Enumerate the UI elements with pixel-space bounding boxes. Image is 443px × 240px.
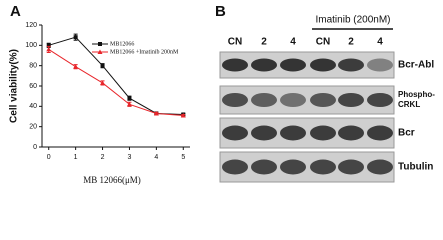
panel-label: A [10, 3, 21, 20]
marker [153, 110, 159, 116]
band [280, 125, 306, 141]
band [251, 159, 277, 175]
blot-label: Bcr-Abl [398, 60, 434, 71]
blot-background [219, 51, 395, 79]
lane-label: CN [228, 37, 242, 48]
x-tick-label: 4 [154, 154, 158, 161]
y-tick-label: 120 [25, 22, 37, 29]
legend-label: MB12066 +Imatinib 200nM [110, 49, 179, 55]
figure: A B Cell viability(%) MB 12066(μM) Imati… [9, 3, 436, 185]
band [310, 58, 336, 72]
x-tick-label: 2 [101, 154, 105, 161]
band [222, 159, 248, 175]
series-line [48, 48, 184, 116]
y-tick-label: 20 [29, 124, 37, 131]
marker [100, 80, 106, 85]
marker [46, 43, 51, 48]
marker [98, 42, 102, 46]
band [251, 93, 277, 107]
band [222, 125, 248, 141]
band [310, 93, 336, 107]
marker [126, 101, 132, 107]
x-tick-label: 0 [47, 154, 51, 161]
marker [180, 112, 186, 118]
blot-label: Tubulin [398, 162, 433, 173]
lane-label: CN [316, 37, 330, 48]
marker [73, 35, 78, 40]
band [310, 159, 336, 175]
band [222, 58, 248, 72]
blot-background [219, 85, 395, 115]
legend-label: MB12066 [110, 41, 134, 47]
lane-label: 2 [348, 37, 354, 48]
blot-label: Bcr [398, 128, 415, 139]
band [251, 58, 277, 72]
band [367, 93, 393, 107]
y-tick-label: 80 [29, 63, 37, 70]
band [367, 125, 393, 141]
x-axis-label: MB 12066(μM) [83, 175, 141, 185]
lane-label: 4 [377, 37, 383, 48]
y-axis-label: Cell viability(%) [9, 49, 20, 123]
y-tick-label: 100 [25, 42, 37, 49]
band [338, 125, 364, 141]
lane-label: 2 [261, 37, 267, 48]
marker [100, 63, 105, 68]
y-tick-label: 40 [29, 103, 37, 110]
marker [46, 46, 52, 52]
band [222, 93, 248, 107]
band [251, 125, 277, 141]
blot-label: Phospho- [398, 90, 435, 99]
marker [127, 96, 132, 101]
x-tick-label: 5 [181, 154, 185, 161]
x-tick-label: 3 [128, 154, 132, 161]
band [338, 159, 364, 175]
band [280, 159, 306, 175]
marker [97, 49, 103, 54]
band [280, 93, 306, 107]
band [338, 93, 364, 107]
y-tick-label: 0 [33, 144, 37, 151]
blot-background [219, 117, 395, 149]
blot-label: CRKL [398, 100, 420, 109]
band [338, 58, 364, 72]
panel-label: B [215, 3, 226, 20]
marker [73, 64, 79, 69]
blot-background [219, 151, 395, 183]
y-tick-label: 60 [29, 83, 37, 90]
band [367, 58, 393, 72]
band [310, 125, 336, 141]
treatment-label: Imatinib (200nM) [315, 15, 390, 26]
band [280, 58, 306, 72]
band [367, 159, 393, 175]
x-tick-label: 1 [74, 154, 78, 161]
lane-label: 4 [290, 37, 296, 48]
